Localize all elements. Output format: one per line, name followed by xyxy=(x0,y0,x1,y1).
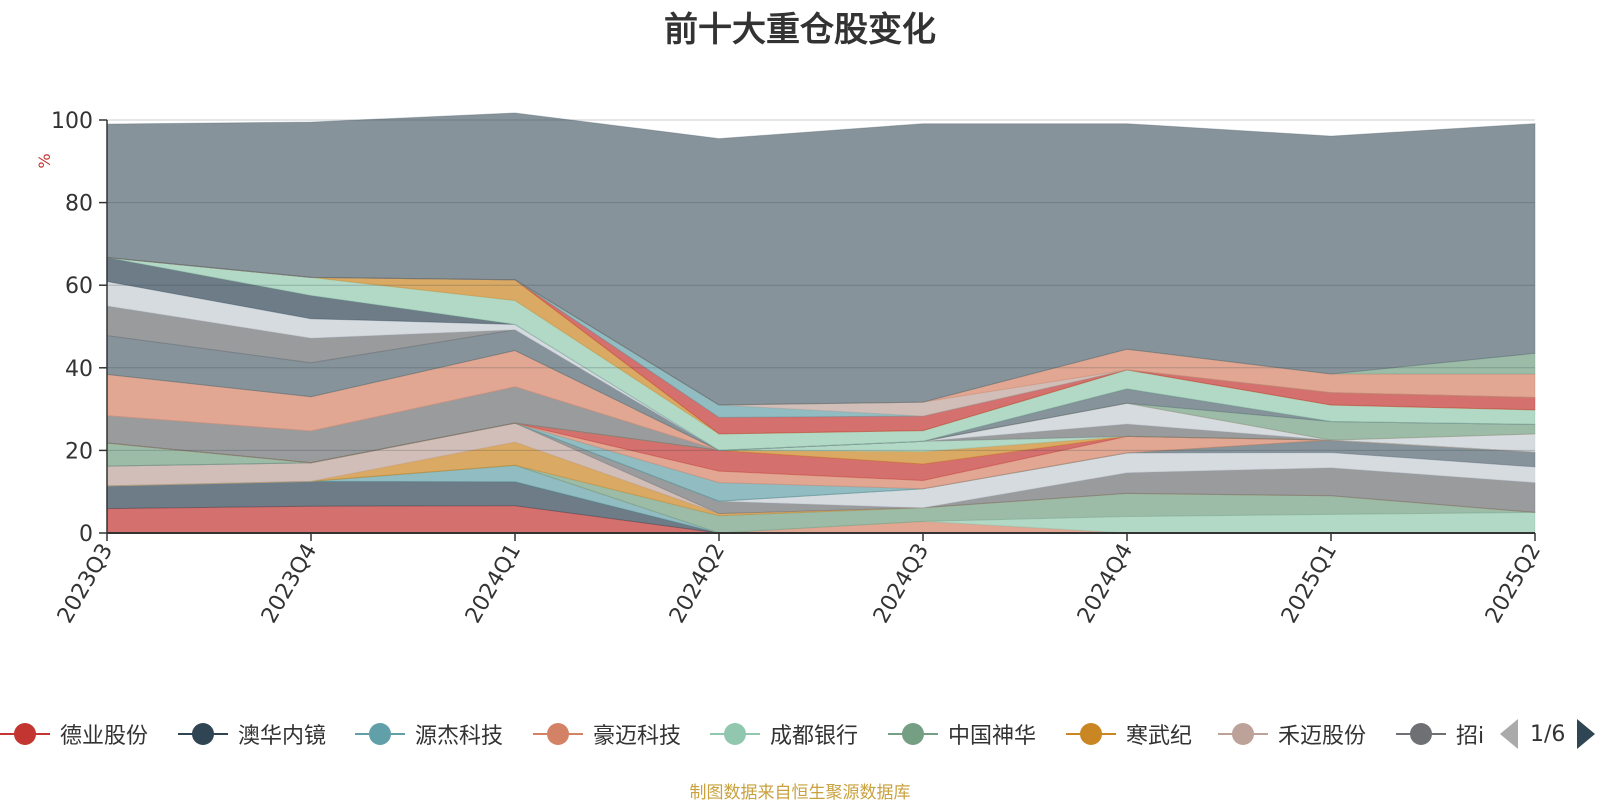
legend-page-indicator: 1/6 xyxy=(1530,721,1566,747)
legend-swatch-dot xyxy=(1080,723,1102,745)
x-tick-label: 2023Q4 xyxy=(257,540,322,628)
legend-swatch-dot xyxy=(192,723,214,745)
legend-pager: 1/6 xyxy=(1500,716,1596,752)
chart-title: 前十大重仓股变化 xyxy=(664,10,936,50)
legend-item[interactable]: 豪迈科技 xyxy=(533,716,681,752)
legend-prev-page-button[interactable] xyxy=(1500,719,1518,749)
legend-label: 禾迈股份 xyxy=(1278,724,1367,749)
y-tick-label: 20 xyxy=(65,439,93,464)
area-series-20 xyxy=(106,349,1536,451)
legend-next-page-button[interactable] xyxy=(1577,719,1596,749)
legend: 德业股份 澳华内镜 源杰科技 豪迈科技 成都银行 中国神华 寒武纪 禾迈股份 招i xyxy=(0,716,1600,752)
x-tick-label: 2024Q1 xyxy=(461,540,526,628)
area-series-21 xyxy=(106,329,1536,451)
legend-item[interactable]: 禾迈股份 xyxy=(1218,716,1366,752)
legend-item[interactable]: 成都银行 xyxy=(710,716,858,752)
legend-label: 源杰科技 xyxy=(415,724,504,749)
y-axis-label: % xyxy=(35,153,54,168)
y-tick-label: 0 xyxy=(79,522,93,547)
area-series-18 xyxy=(106,386,1536,453)
legend-label: 招i xyxy=(1456,724,1485,749)
legend-label: 豪迈科技 xyxy=(593,724,682,749)
area-series-27 xyxy=(106,257,1536,435)
y-tick-label: 100 xyxy=(51,109,93,134)
x-tick-label: 2024Q3 xyxy=(869,540,934,628)
legend-swatch xyxy=(710,716,760,752)
x-tick-label: 2025Q2 xyxy=(1481,540,1546,628)
legend-item[interactable]: 德业股份 xyxy=(0,716,148,752)
legend-swatch xyxy=(0,716,50,752)
legend-swatch xyxy=(355,716,405,752)
legend-swatch-dot xyxy=(547,723,569,745)
legend-label: 澳华内镜 xyxy=(238,724,327,749)
area-series-3 xyxy=(106,464,1535,534)
legend-swatch xyxy=(533,716,583,752)
area-series-25 xyxy=(106,257,1536,451)
legend-item[interactable]: 寒武纪 xyxy=(1066,716,1192,752)
x-tick-label: 2024Q2 xyxy=(665,540,730,628)
area-series-22 xyxy=(106,305,1536,451)
legend-swatch-dot xyxy=(369,723,391,745)
legend-item[interactable]: 澳华内镜 xyxy=(178,716,326,752)
legend-item[interactable]: 源杰科技 xyxy=(355,716,503,752)
y-tick-label: 80 xyxy=(65,192,93,217)
legend-swatch xyxy=(1218,716,1268,752)
legend-label: 德业股份 xyxy=(60,724,149,749)
x-tick-label: 2023Q3 xyxy=(53,540,118,628)
legend-swatch xyxy=(178,716,228,752)
legend-swatch-dot xyxy=(902,723,924,745)
source-note: 制图数据来自恒生聚源数据库 xyxy=(689,783,911,803)
legend-swatch-dot xyxy=(14,723,36,745)
legend-label: 成都银行 xyxy=(770,724,859,749)
legend-swatch-dot xyxy=(1410,723,1432,745)
legend-swatch xyxy=(1396,716,1446,752)
legend-swatch-dot xyxy=(724,723,746,745)
legend-item[interactable]: 中国神华 xyxy=(888,716,1036,752)
area-series-2 xyxy=(106,464,1535,534)
area-series-32 xyxy=(106,112,1536,406)
legend-label: 中国神华 xyxy=(948,724,1037,749)
y-tick-label: 40 xyxy=(65,357,93,382)
legend-swatch xyxy=(888,716,938,752)
legend-swatch xyxy=(1066,716,1116,752)
x-tick-label: 2024Q4 xyxy=(1073,540,1138,628)
x-tick-label: 2025Q1 xyxy=(1277,540,1342,628)
legend-item[interactable]: 招i xyxy=(1396,716,1484,752)
legend-swatch-dot xyxy=(1232,723,1254,745)
legend-label: 寒武纪 xyxy=(1126,724,1193,749)
y-tick-label: 60 xyxy=(65,274,93,299)
